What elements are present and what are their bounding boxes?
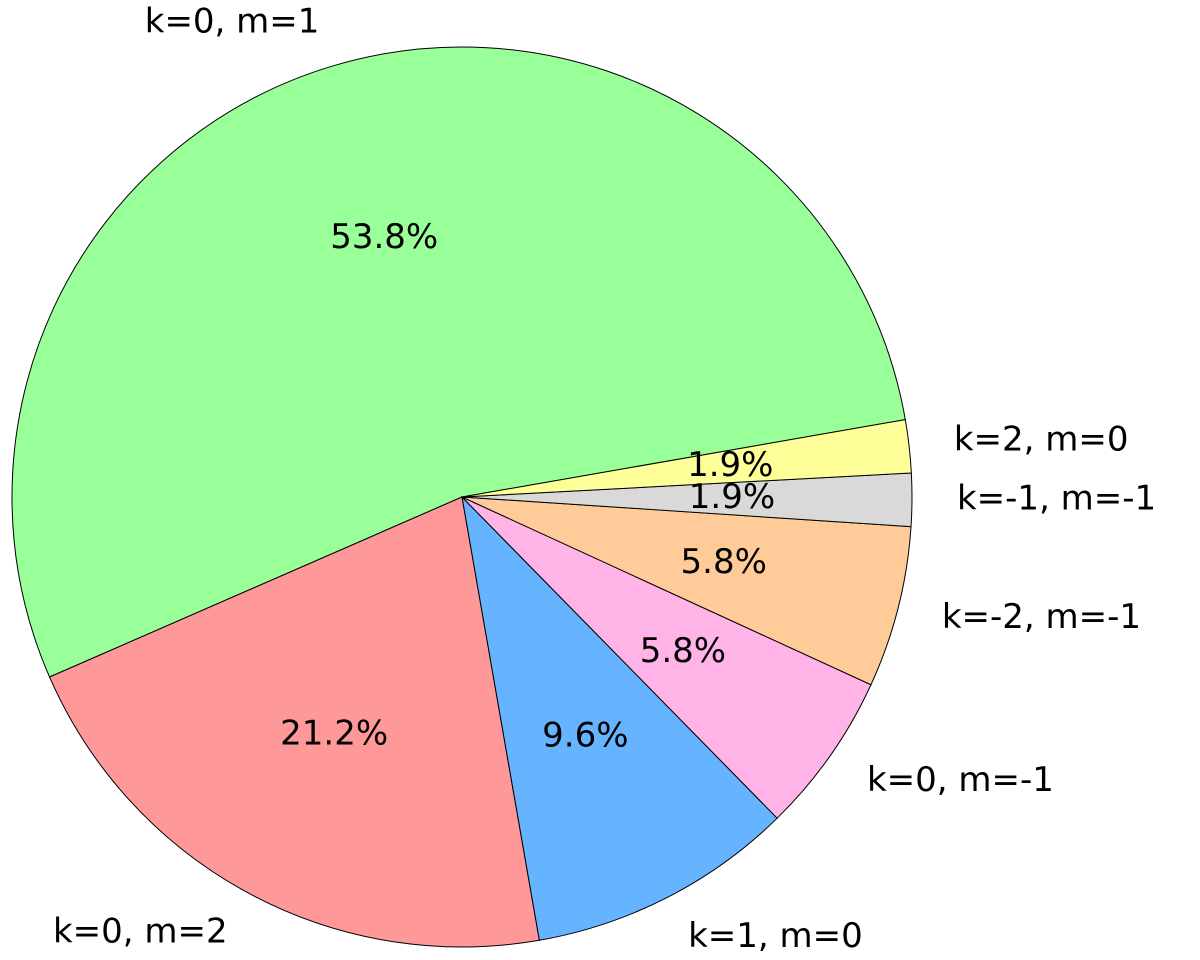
slice-label: k=1, m=0 <box>688 916 863 956</box>
pie-slice <box>48 496 540 948</box>
percent-label: 1.9% <box>689 477 775 517</box>
slice-label: k=-2, m=-1 <box>942 597 1141 637</box>
pie-slice <box>461 496 872 819</box>
percent-label: 53.8% <box>330 217 438 257</box>
percent-label: 21.2% <box>280 713 388 753</box>
slice-label: k=0, m=-1 <box>867 760 1054 800</box>
slice-label: k=0, m=1 <box>145 1 320 41</box>
slice-label: k=-1, m=-1 <box>957 479 1156 519</box>
percent-label: 5.8% <box>640 631 726 671</box>
slice-label: k=0, m=2 <box>53 912 228 952</box>
percent-label: 5.8% <box>681 542 767 582</box>
pie-slice <box>11 46 906 678</box>
pie-slice <box>461 496 912 686</box>
pie-slice <box>461 495 778 941</box>
pie-slice <box>461 419 912 498</box>
percent-label: 9.6% <box>542 716 628 756</box>
percent-label: 1.9% <box>687 445 773 485</box>
slice-label: k=2, m=0 <box>954 420 1129 460</box>
